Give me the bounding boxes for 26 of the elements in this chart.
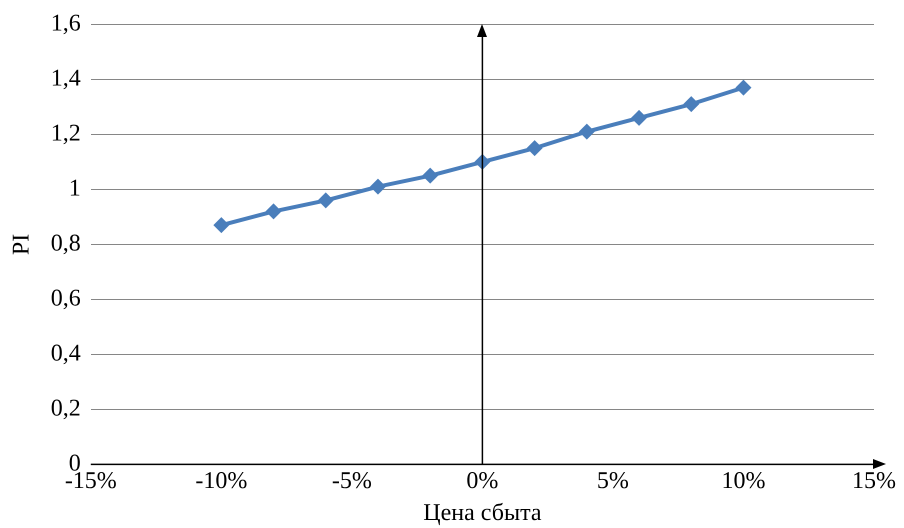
- point: [422, 168, 438, 184]
- y-tick-label: 0,4: [50, 340, 81, 367]
- point: [318, 192, 334, 208]
- point: [578, 124, 595, 140]
- y-tick-label: 0,6: [50, 286, 81, 312]
- y-tick-label: 1,4: [50, 66, 81, 92]
- x-axis-title: Цена сбыта: [423, 500, 542, 526]
- x-tick-label: 15%: [852, 468, 896, 494]
- y-tick-label: 1,6: [50, 10, 81, 37]
- point: [370, 178, 386, 195]
- point: [735, 80, 752, 96]
- x-tick-label: -5%: [332, 468, 372, 494]
- y-tick-label: 1,2: [50, 120, 81, 147]
- point: [631, 110, 648, 126]
- x-tick-label: 5%: [596, 468, 629, 494]
- point: [266, 203, 282, 220]
- x-tick-label: -10%: [195, 468, 248, 494]
- x-tick-label: 0%: [466, 468, 498, 494]
- point: [213, 217, 230, 234]
- y-tick-label: 0,2: [50, 396, 81, 422]
- point: [526, 140, 543, 156]
- y-axis-title: PI: [8, 234, 35, 256]
- x-tick-label: 10%: [721, 468, 766, 494]
- point: [683, 96, 700, 112]
- y-tick-label: 1: [68, 176, 81, 202]
- y-tick-label: 0,8: [50, 230, 81, 257]
